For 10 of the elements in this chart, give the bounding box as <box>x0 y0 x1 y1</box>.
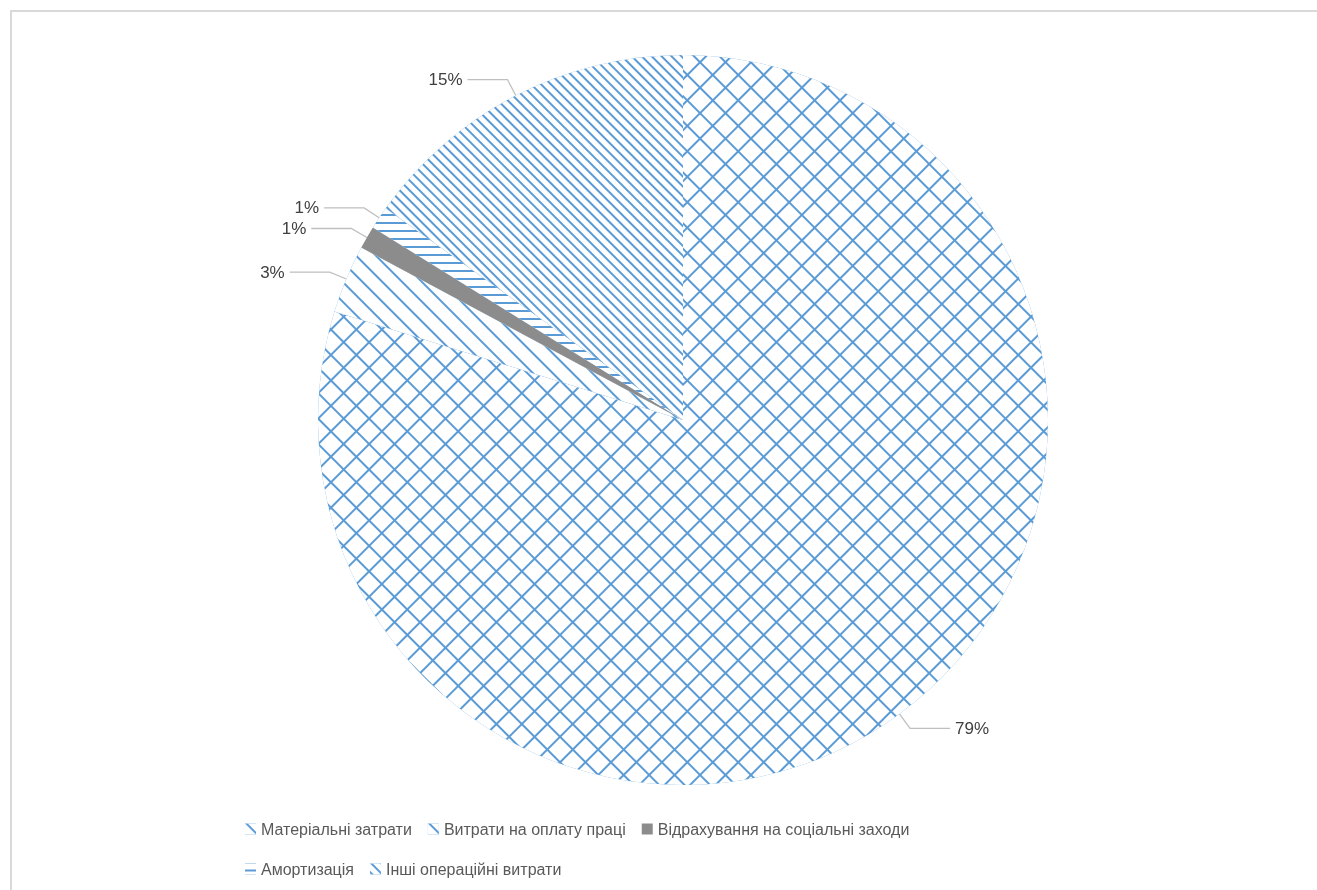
data-label: 1% <box>281 219 307 238</box>
legend-label: Витрати на оплату праці <box>443 820 626 838</box>
data-label: 1% <box>294 198 320 218</box>
data-label: 3% <box>260 262 285 282</box>
data-label: 15% <box>428 70 463 90</box>
legend-label: Відрахування на соціальні заходи <box>657 820 910 838</box>
data-label: 79% <box>955 718 990 738</box>
legend-label: Амортизація <box>261 860 354 878</box>
legend-label: Інші операційні витрати <box>386 860 562 878</box>
legend-label: Матеріальні затрати <box>261 820 412 838</box>
